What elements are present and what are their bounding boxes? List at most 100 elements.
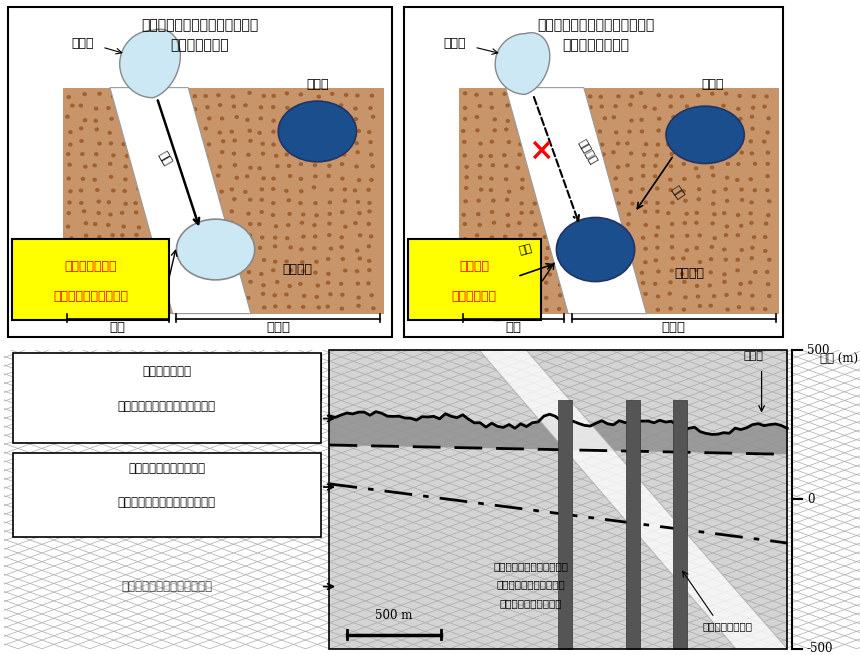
Text: ×: × [528, 136, 554, 167]
Ellipse shape [556, 217, 635, 282]
Circle shape [530, 211, 533, 214]
Circle shape [191, 294, 194, 297]
Circle shape [220, 293, 224, 296]
Circle shape [629, 261, 632, 263]
Circle shape [603, 178, 606, 180]
Circle shape [708, 284, 711, 287]
Circle shape [737, 306, 740, 309]
Circle shape [371, 165, 374, 168]
Circle shape [81, 259, 84, 262]
Circle shape [561, 174, 564, 177]
Circle shape [175, 132, 179, 134]
Circle shape [286, 130, 289, 132]
Circle shape [711, 222, 714, 225]
Circle shape [217, 94, 220, 96]
Circle shape [765, 95, 768, 98]
Text: 割れ目に沿って: 割れ目に沿って [143, 365, 192, 379]
Circle shape [302, 213, 304, 216]
Circle shape [628, 213, 630, 215]
Circle shape [300, 221, 304, 224]
Circle shape [670, 153, 673, 155]
Circle shape [519, 234, 522, 236]
Circle shape [312, 186, 316, 189]
Circle shape [613, 269, 617, 271]
Circle shape [370, 179, 373, 181]
Circle shape [724, 188, 728, 191]
Circle shape [82, 178, 84, 180]
Circle shape [286, 153, 288, 156]
Circle shape [192, 257, 194, 260]
Circle shape [313, 247, 316, 250]
Circle shape [695, 167, 697, 170]
Circle shape [249, 234, 252, 236]
Circle shape [149, 153, 151, 155]
Circle shape [464, 117, 467, 120]
Bar [558, 400, 572, 648]
Circle shape [285, 260, 288, 263]
Circle shape [175, 143, 178, 145]
Circle shape [208, 117, 211, 120]
Circle shape [710, 271, 712, 274]
Circle shape [768, 295, 771, 297]
Circle shape [680, 95, 684, 98]
Circle shape [341, 293, 344, 296]
Circle shape [695, 221, 698, 224]
Circle shape [71, 237, 73, 240]
Circle shape [464, 200, 467, 202]
Circle shape [574, 151, 578, 154]
Circle shape [151, 249, 155, 252]
Circle shape [617, 259, 620, 262]
Circle shape [368, 202, 372, 204]
Circle shape [285, 119, 288, 121]
Circle shape [260, 106, 262, 109]
Circle shape [97, 247, 100, 250]
Circle shape [315, 295, 318, 298]
Circle shape [66, 153, 70, 155]
Circle shape [573, 175, 576, 178]
Circle shape [574, 284, 577, 287]
Circle shape [165, 305, 169, 308]
Circle shape [261, 142, 264, 145]
Circle shape [545, 309, 548, 311]
Circle shape [602, 153, 605, 156]
Circle shape [588, 95, 592, 98]
Circle shape [602, 261, 605, 264]
Circle shape [751, 127, 754, 130]
Circle shape [190, 307, 193, 309]
Circle shape [576, 202, 579, 204]
Text: 間隙水: 間隙水 [306, 78, 329, 91]
Circle shape [682, 139, 685, 141]
Circle shape [218, 257, 222, 260]
Circle shape [191, 199, 194, 202]
Circle shape [232, 152, 236, 155]
Circle shape [642, 153, 646, 156]
Circle shape [520, 202, 523, 205]
Circle shape [97, 212, 101, 214]
Circle shape [641, 130, 643, 133]
Circle shape [696, 284, 698, 288]
Circle shape [222, 140, 224, 143]
Circle shape [644, 248, 648, 250]
Circle shape [162, 141, 165, 143]
Circle shape [302, 270, 304, 272]
Circle shape [657, 129, 660, 132]
Circle shape [507, 224, 510, 227]
Circle shape [683, 221, 686, 225]
Text: 間隙水と: 間隙水と [459, 260, 489, 273]
Circle shape [557, 272, 560, 274]
Circle shape [367, 189, 370, 191]
Circle shape [682, 190, 685, 193]
Circle shape [600, 143, 604, 146]
Circle shape [559, 163, 562, 166]
Circle shape [768, 200, 771, 202]
Text: -500: -500 [807, 643, 833, 655]
Bar [329, 350, 787, 648]
Circle shape [261, 236, 264, 239]
Circle shape [656, 226, 660, 229]
Polygon shape [110, 88, 251, 314]
Circle shape [206, 257, 210, 261]
Circle shape [164, 202, 168, 205]
Circle shape [317, 96, 320, 98]
Circle shape [112, 189, 115, 192]
Circle shape [613, 238, 617, 240]
